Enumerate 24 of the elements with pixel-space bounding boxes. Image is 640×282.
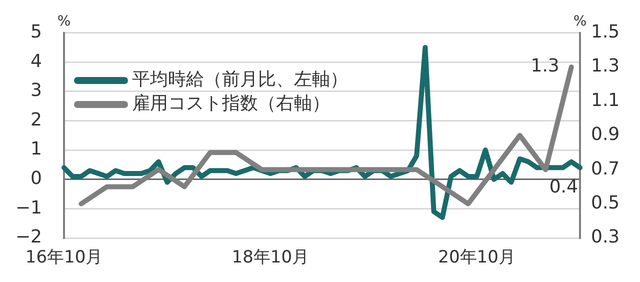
- y2-tick-label: 1.1: [591, 90, 620, 111]
- y2-tick-label: 0.3: [591, 226, 620, 248]
- y-tick-label: −1: [15, 197, 42, 218]
- y2-tick-label: 0.9: [591, 124, 620, 146]
- y2-axis-title: %: [573, 13, 587, 30]
- y2-tick-label: 0.5: [591, 192, 620, 214]
- x-tick-label: 20年10月: [438, 248, 516, 268]
- y-tick-label: 1: [30, 138, 42, 160]
- y-tick-label: 5: [30, 21, 42, 42]
- y-tick-label: 0: [30, 168, 42, 190]
- x-tick-label: 18年10月: [232, 248, 310, 268]
- y-tick-label: 3: [30, 80, 42, 102]
- legend-label: 雇用コスト指数（右軸）: [132, 92, 330, 116]
- y-tick-label: 4: [30, 50, 42, 72]
- y-axis-title: %: [57, 13, 71, 30]
- data-label: 0.4: [549, 176, 578, 198]
- data-label: 1.3: [530, 56, 560, 77]
- y2-tick-label: 1.5: [591, 21, 620, 42]
- y-tick-label: −2: [15, 226, 42, 248]
- y2-tick-label: 0.7: [591, 158, 620, 180]
- x-tick-label: 16年10月: [25, 248, 103, 268]
- legend-label: 平均時給（前月比、左軸）: [132, 68, 348, 92]
- y-tick-label: 2: [30, 109, 42, 130]
- y2-tick-label: 1.3: [591, 56, 620, 77]
